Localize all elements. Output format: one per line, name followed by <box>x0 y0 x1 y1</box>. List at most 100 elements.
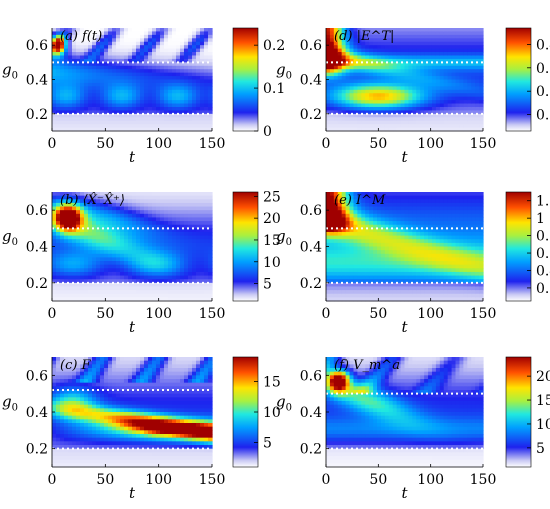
heatmap-cell <box>140 106 145 111</box>
heatmap-cell <box>60 202 65 208</box>
heatmap-cell <box>416 113 421 118</box>
heatmap-cell <box>64 202 69 208</box>
heatmap-cell <box>408 62 413 67</box>
heatmap-cell <box>64 463 69 468</box>
heatmap-cell <box>148 456 153 461</box>
heatmap-cell <box>176 127 181 132</box>
heatmap-cell <box>152 120 157 125</box>
heatmap-cell <box>112 235 117 240</box>
heatmap-cell <box>196 72 201 77</box>
heatmap-cell <box>84 297 89 302</box>
heatmap-cell <box>188 456 193 461</box>
heatmap-cell <box>439 120 445 125</box>
heatmap-cell <box>88 96 93 101</box>
heatmap-cell <box>68 408 73 413</box>
heatmap-cell <box>388 86 394 91</box>
heatmap-cell <box>144 375 149 380</box>
heatmap-cell <box>136 452 141 457</box>
heatmap-cell <box>104 110 109 115</box>
heatmap-cell <box>176 382 181 387</box>
heatmap-cell <box>361 69 366 74</box>
heatmap-cell <box>116 65 121 70</box>
heatmap-cell <box>392 28 398 33</box>
heatmap-cell <box>52 235 57 240</box>
heatmap-cell <box>104 456 109 461</box>
heatmap-cell <box>416 72 421 77</box>
heatmap-cell <box>72 419 77 424</box>
heatmap-cell <box>184 364 189 369</box>
heatmap-cell <box>416 110 421 115</box>
heatmap-cell <box>392 41 398 46</box>
heatmap-cell <box>104 48 109 53</box>
heatmap-cell <box>208 79 213 84</box>
heatmap-cell <box>76 379 81 384</box>
heatmap-cell <box>84 72 89 77</box>
heatmap-cell <box>96 360 101 365</box>
heatmap-cell <box>196 441 201 446</box>
heatmap-cell <box>108 430 113 435</box>
heatmap-cell <box>120 286 125 291</box>
heatmap-cell <box>400 38 406 43</box>
heatmap-cell <box>60 235 65 240</box>
heatmap-cell <box>120 426 125 431</box>
heatmap-cell <box>333 224 339 229</box>
heatmap-cell <box>188 202 193 208</box>
heatmap-cell <box>188 192 193 197</box>
heatmap-cell <box>124 445 129 450</box>
heatmap-cell <box>349 117 355 122</box>
heatmap-cell <box>92 113 97 118</box>
heatmap-cell <box>447 34 453 39</box>
heatmap-cell <box>369 45 374 50</box>
heatmap-cell <box>420 89 425 94</box>
heatmap-cell <box>459 72 464 77</box>
heatmap-cell <box>184 41 189 46</box>
heatmap-cell <box>416 31 421 36</box>
heatmap-cell <box>100 58 105 63</box>
heatmap-cell <box>172 246 177 251</box>
heatmap-cell <box>204 434 209 439</box>
heatmap-cell <box>76 459 81 464</box>
heatmap-cell <box>76 250 81 255</box>
heatmap-cell <box>404 69 410 74</box>
heatmap-cell <box>72 45 77 50</box>
heatmap-cell <box>204 415 209 420</box>
heatmap-cell <box>88 264 93 269</box>
heatmap-cell <box>60 52 65 57</box>
heatmap-cell <box>192 412 197 417</box>
heatmap-cell <box>208 202 213 208</box>
heatmap-cell <box>56 360 61 365</box>
heatmap-cell <box>52 120 57 125</box>
heatmap-cell <box>447 72 453 77</box>
heatmap-cell <box>200 404 205 409</box>
heatmap-cell <box>60 271 65 277</box>
x-tick-label: 100 <box>145 136 172 152</box>
heatmap-cell <box>404 120 410 125</box>
heatmap-cell <box>479 89 484 94</box>
heatmap-cell <box>56 357 61 362</box>
heatmap-cell <box>52 246 57 251</box>
heatmap-cell <box>160 41 165 46</box>
heatmap-cell <box>108 192 113 197</box>
heatmap-cell <box>176 261 181 266</box>
heatmap-cell <box>124 253 129 258</box>
heatmap-cell <box>132 463 137 468</box>
heatmap-cell <box>431 127 437 132</box>
heatmap-cell <box>100 199 105 204</box>
heatmap-cell <box>112 62 117 67</box>
heatmap-cell <box>196 250 201 255</box>
heatmap-cell <box>136 371 141 376</box>
heatmap-cell <box>204 96 209 101</box>
heatmap-cell <box>60 41 65 46</box>
heatmap-cell <box>120 45 125 50</box>
heatmap-cell <box>100 360 105 365</box>
heatmap-cell <box>459 124 464 129</box>
heatmap-cell <box>172 423 177 428</box>
heatmap-cell <box>64 86 69 91</box>
heatmap-cell <box>112 120 117 125</box>
heatmap-cell <box>124 268 129 273</box>
heatmap-cell <box>144 271 149 277</box>
heatmap-cell <box>68 463 73 468</box>
heatmap-cell <box>136 120 141 125</box>
heatmap-cell <box>479 86 484 91</box>
heatmap-cell <box>52 76 57 81</box>
